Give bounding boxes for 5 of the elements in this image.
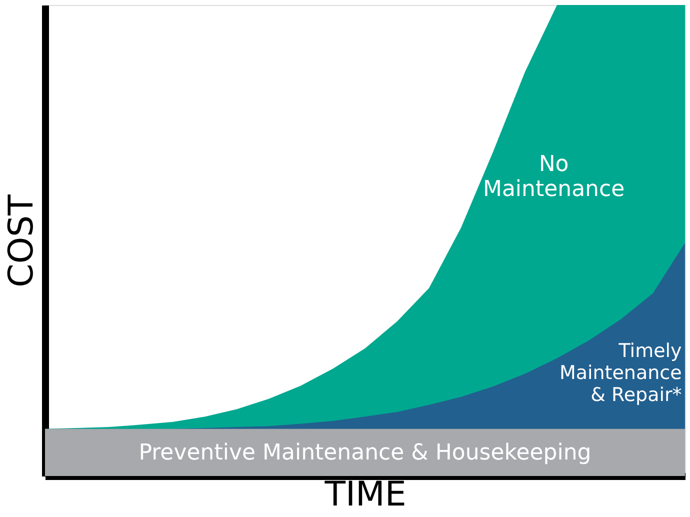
series-label: Timely Maintenance & Repair*: [559, 340, 682, 406]
series-label: No Maintenance: [482, 152, 625, 202]
y-axis-title: COST: [2, 194, 42, 288]
series-label: Preventive Maintenance & Housekeeping: [138, 440, 592, 466]
x-axis-title: TIME: [324, 474, 406, 514]
